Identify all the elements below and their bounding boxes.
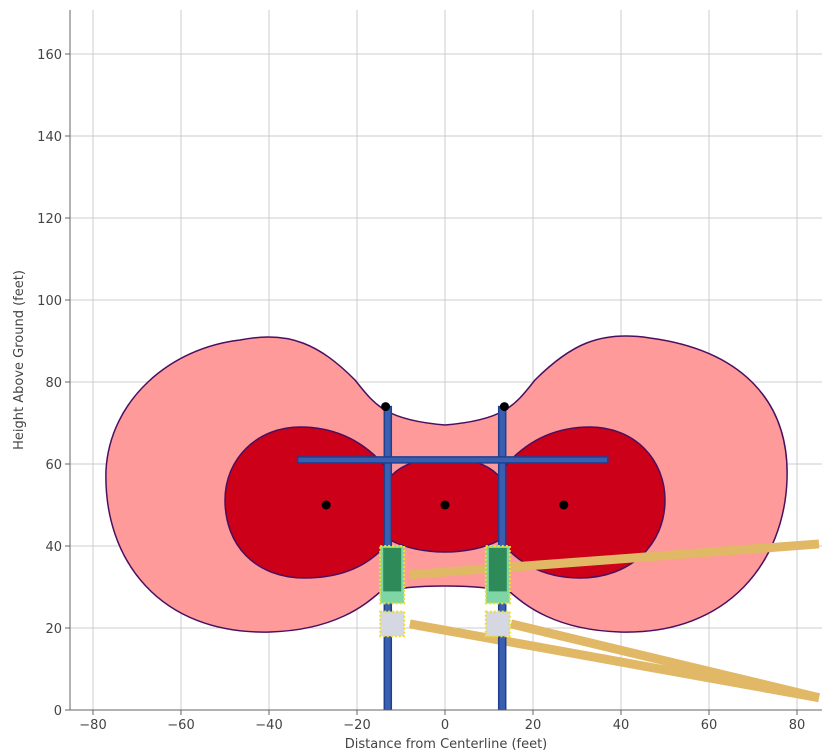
y-tick-labels: 0 20 40 60 80 100 120 140 160 <box>37 48 70 719</box>
x-tick-label: 0 <box>441 718 449 733</box>
cables <box>409 539 821 703</box>
conductor-points <box>321 402 569 510</box>
y-tick-label: 160 <box>37 48 62 63</box>
x-tick-label: −40 <box>255 718 282 733</box>
x-tick-label: −80 <box>79 718 106 733</box>
y-tick-label: 40 <box>45 540 62 555</box>
y-tick-label: 80 <box>45 376 62 391</box>
x-tick-label: 60 <box>701 718 718 733</box>
y-tick-label: 0 <box>54 704 62 719</box>
conductor-point <box>440 500 450 510</box>
x-tick-label: −20 <box>343 718 370 733</box>
equipment-box-outline <box>379 545 406 605</box>
y-tick-label: 20 <box>45 622 62 637</box>
x-tick-label: 80 <box>789 718 806 733</box>
conductor-point <box>321 500 331 510</box>
x-axis-title: Distance from Centerline (feet) <box>345 737 548 752</box>
x-tick-label: 20 <box>525 718 542 733</box>
y-tick-label: 100 <box>37 294 62 309</box>
equipment-box-gray <box>379 610 406 638</box>
equipment-box-fill <box>488 548 507 592</box>
shield-wire-point <box>499 402 509 412</box>
y-tick-label: 120 <box>37 212 62 227</box>
crossarm <box>296 456 609 464</box>
y-tick-label: 140 <box>37 130 62 145</box>
equipment-boxes <box>379 545 511 638</box>
x-tick-labels: −80 −60 −40 −20 0 20 40 60 80 <box>79 710 805 733</box>
equipment-box-outline <box>484 545 511 605</box>
cable-line <box>509 619 821 703</box>
cable-line <box>409 539 820 580</box>
plot-area <box>105 335 821 710</box>
y-axis-title: Height Above Ground (feet) <box>12 270 27 450</box>
x-tick-label: 40 <box>613 718 630 733</box>
equipment-box-fill <box>383 548 402 592</box>
shield-wire-point <box>381 402 391 412</box>
equipment-box-gray <box>484 610 511 638</box>
x-tick-label: −60 <box>167 718 194 733</box>
conductor-point <box>559 500 569 510</box>
y-tick-label: 60 <box>45 458 62 473</box>
